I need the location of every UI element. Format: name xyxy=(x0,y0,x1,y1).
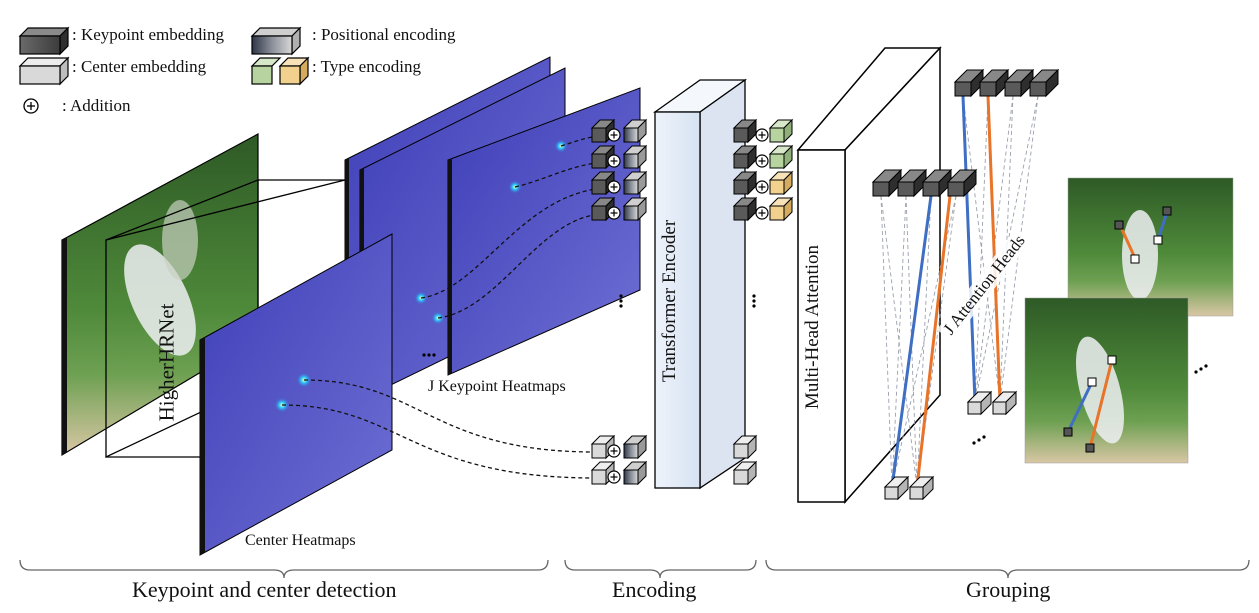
center-token xyxy=(991,390,1018,416)
addition-icon xyxy=(607,470,621,484)
output-image-back xyxy=(1067,177,1234,317)
center-token xyxy=(966,390,993,416)
legend-keypoint-embedding: : Keypoint embedding xyxy=(72,25,225,44)
positional-token xyxy=(622,144,648,170)
positional-encoding-icon xyxy=(250,26,302,56)
keypoint-token xyxy=(953,68,985,98)
center-token xyxy=(732,434,758,460)
encoder-input-tokens xyxy=(590,118,648,486)
section-detection-label: Keypoint and center detection xyxy=(132,577,397,602)
legend-addition: : Addition xyxy=(62,96,131,115)
keypoint-token xyxy=(1003,68,1035,98)
encoder-output-tokens xyxy=(732,118,794,486)
addition-icon xyxy=(607,206,621,220)
keypoint-embedding-icon xyxy=(18,26,70,56)
addition-icon xyxy=(607,128,621,142)
keypoint-token xyxy=(732,118,758,144)
multi-head-attention-label: Multi-Head Attention xyxy=(802,244,824,410)
center-embedding-icon xyxy=(18,56,70,86)
center-heatmaps-label: Center Heatmaps xyxy=(245,532,356,549)
addition-icon xyxy=(23,98,39,114)
attention-lines xyxy=(880,95,1039,488)
center-token xyxy=(908,475,935,501)
section-braces xyxy=(19,559,1250,579)
addition-icon xyxy=(755,154,769,168)
legend-positional-encoding: : Positional encoding xyxy=(312,25,456,44)
positional-token xyxy=(622,118,648,144)
legend-center-embedding: : Center embedding xyxy=(72,57,207,76)
center-token xyxy=(732,460,758,486)
transformer-encoder[interactable] xyxy=(652,78,748,490)
backbone-label: HigherHRNet xyxy=(154,303,179,422)
keypoint-token xyxy=(732,144,758,170)
center-heatmap xyxy=(199,233,393,556)
type-token xyxy=(768,144,794,170)
positional-token xyxy=(622,460,648,486)
type-token xyxy=(768,170,794,196)
center-token xyxy=(590,434,616,460)
multi-head-attention[interactable] xyxy=(796,46,942,504)
keypoint-token xyxy=(946,168,978,198)
type-token xyxy=(768,196,794,222)
addition-icon xyxy=(755,206,769,220)
legend xyxy=(18,26,310,114)
type-encoding-icon xyxy=(250,56,310,86)
addition-icon xyxy=(755,128,769,142)
keypoint-token xyxy=(732,196,758,222)
center-token xyxy=(883,475,910,501)
type-token xyxy=(768,118,794,144)
positional-token xyxy=(622,434,648,460)
keypoint-token xyxy=(921,168,953,198)
grouping-keypoint-tokens xyxy=(871,68,1060,501)
transformer-encoder-label: Transformer Encoder xyxy=(659,219,681,383)
section-encoding-label: Encoding xyxy=(612,577,697,602)
keypoint-token xyxy=(1028,68,1060,98)
keypoint-heatmaps-label: J Keypoint Heatmaps xyxy=(428,378,566,395)
ellipsis-marks xyxy=(422,294,1208,445)
positional-token xyxy=(622,170,648,196)
keypoint-token xyxy=(871,168,903,198)
addition-icon xyxy=(755,180,769,194)
keypoint-token xyxy=(896,168,928,198)
addition-icon xyxy=(607,180,621,194)
positional-token xyxy=(622,196,648,222)
section-grouping-label: Grouping xyxy=(966,577,1051,602)
legend-type-encoding: : Type encoding xyxy=(312,57,421,76)
addition-icon xyxy=(607,444,621,458)
keypoint-token xyxy=(978,68,1010,98)
addition-icon xyxy=(607,154,621,168)
output-image-front xyxy=(1024,297,1189,464)
heatmap-links xyxy=(281,135,605,479)
